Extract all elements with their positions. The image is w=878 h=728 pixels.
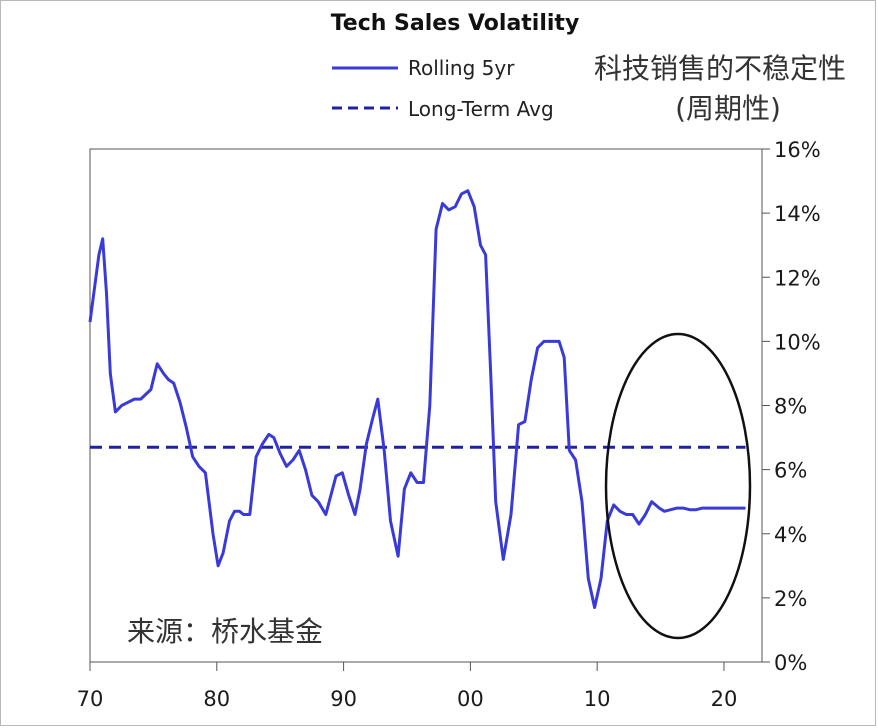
- x-tick-label: 90: [330, 687, 357, 711]
- y-tick-label: 16%: [774, 138, 821, 162]
- y-tick-label: 12%: [774, 266, 821, 290]
- x-tick-label: 80: [203, 687, 230, 711]
- chinese-title-line2: (周期性): [675, 92, 781, 125]
- series-line-rolling-5yr: [88, 189, 746, 609]
- x-tick-label: 70: [77, 687, 104, 711]
- y-tick-label: 2%: [774, 587, 807, 611]
- x-tick-label: 10: [584, 687, 611, 711]
- chinese-title-line1: 科技销售的不稳定性: [594, 52, 846, 85]
- y-tick-label: 14%: [774, 202, 821, 226]
- legend-label-avg: Long-Term Avg: [408, 97, 554, 121]
- y-axis: 0% 2% 4% 6% 8% 10% 12% 14% 16%: [762, 138, 821, 675]
- y-tick-label: 10%: [774, 330, 821, 354]
- highlight-ellipse: [604, 332, 752, 640]
- x-tick-label: 00: [457, 687, 484, 711]
- legend-label-rolling: Rolling 5yr: [408, 56, 515, 80]
- y-tick-label: 6%: [774, 459, 807, 483]
- y-tick-label: 4%: [774, 523, 807, 547]
- y-tick-label: 8%: [774, 395, 807, 419]
- source-note: 来源：桥水基金: [127, 615, 323, 648]
- x-tick-label: 20: [711, 687, 738, 711]
- y-tick-label: 0%: [774, 651, 807, 675]
- plot-area: [89, 148, 763, 663]
- chart-title: Tech Sales Volatility: [331, 11, 580, 36]
- x-axis: 70 80 90 00 10 20: [77, 662, 738, 711]
